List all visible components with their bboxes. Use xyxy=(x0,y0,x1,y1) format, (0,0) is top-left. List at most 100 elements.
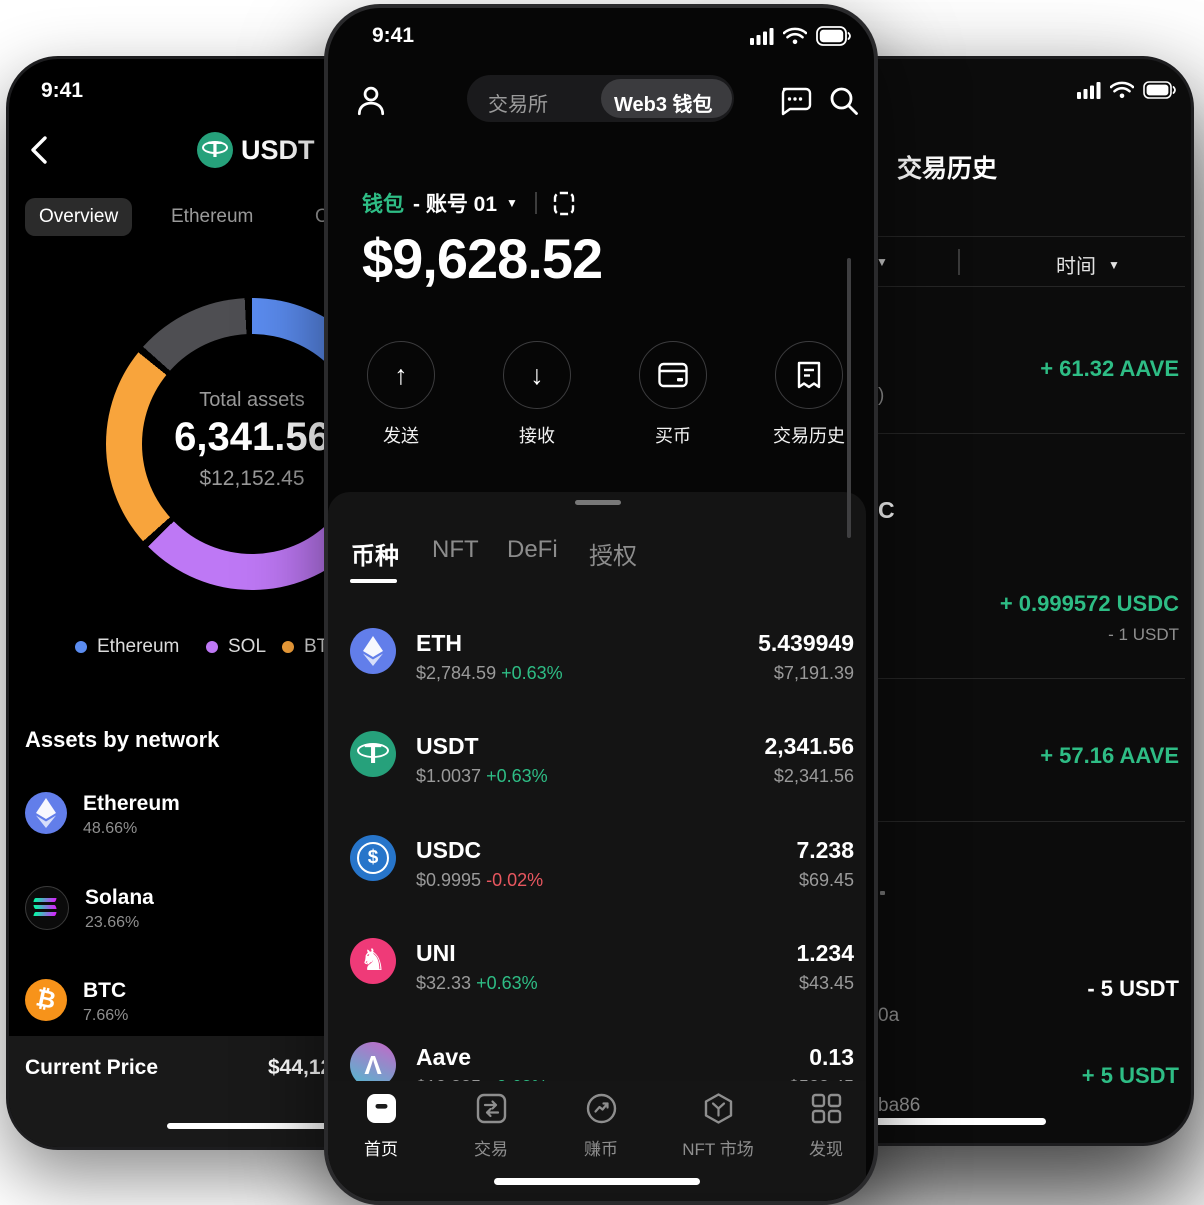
receive-button[interactable]: ↓ 接收 xyxy=(492,341,582,448)
home-indicator xyxy=(167,1123,327,1129)
status-time: 9:41 xyxy=(372,24,415,47)
total-balance: $9,628.52 xyxy=(362,227,603,290)
status-icons xyxy=(1077,81,1177,99)
section-title-assets-by-network: Assets by network xyxy=(25,727,220,752)
legend-dot-sol xyxy=(206,641,218,653)
usdt-token-icon: T xyxy=(197,132,233,168)
legend-item-sol: SOL xyxy=(206,636,266,658)
legend-dot-ethereum xyxy=(75,641,87,653)
arrow-down-icon: ↓ xyxy=(530,359,544,390)
divider xyxy=(709,433,1185,434)
card-icon xyxy=(658,362,688,388)
tab-overview[interactable]: Overview xyxy=(25,198,133,236)
chevron-down-icon: ▼ xyxy=(506,196,518,210)
divider xyxy=(709,236,1185,237)
token-row-usdc[interactable]: $ USDC $0.9995 -0.02% 7.238 $69.45 xyxy=(350,835,854,911)
time-filter-dropdown[interactable]: 时间 ▼ xyxy=(1056,256,1120,278)
token-row-eth[interactable]: ETH $2,784.59 +0.63% 5.439949 $7,191.39 xyxy=(350,628,854,704)
tab-defi[interactable]: DeFi xyxy=(507,536,558,563)
nav-discover[interactable]: 发现 xyxy=(776,1093,874,1160)
trade-icon xyxy=(476,1093,506,1124)
nav-nft-market[interactable]: NFT 市场 xyxy=(658,1093,778,1160)
profile-button[interactable] xyxy=(354,84,388,123)
aave-token-icon: Λ xyxy=(350,1042,396,1088)
cellular-signal-icon xyxy=(750,28,774,45)
center-phone-web3-wallet: 9:41 交易所 Web3 钱包 钱包 - 账号 01 ▼ $9,628.52 … xyxy=(324,4,878,1205)
account-label: - 账号 01 xyxy=(413,193,498,216)
divider xyxy=(534,192,537,214)
nav-trade[interactable]: 交易 xyxy=(441,1093,541,1160)
divider xyxy=(709,678,1185,679)
solana-network-icon xyxy=(25,886,69,930)
eth-token-icon xyxy=(350,628,396,674)
network-row-solana[interactable]: Solana 23.66% xyxy=(25,886,154,932)
page-title: USDT xyxy=(241,135,315,165)
tab-approvals[interactable]: 授权 xyxy=(589,543,637,570)
send-button[interactable]: ↑ 发送 xyxy=(356,341,446,448)
switch-account-icon[interactable] xyxy=(552,190,577,217)
btc-network-icon: ₿ xyxy=(25,979,67,1021)
tab-coins[interactable]: 币种 xyxy=(351,543,399,570)
arrow-up-icon: ↑ xyxy=(394,359,408,390)
network-row-btc[interactable]: ₿ BTC 7.66% xyxy=(25,979,128,1025)
donut-center-value: 6,341.56 xyxy=(174,415,330,459)
sheet-drag-handle[interactable] xyxy=(575,500,621,505)
divider xyxy=(709,821,1185,822)
filter-divider xyxy=(958,249,960,275)
tab-exchange[interactable]: 交易所 xyxy=(488,94,548,116)
document-icon xyxy=(797,361,821,389)
tab-nft[interactable]: NFT xyxy=(432,536,479,563)
current-price-label: Current Price xyxy=(25,1056,159,1079)
uni-token-icon: ♞ xyxy=(350,938,396,984)
scrollbar[interactable] xyxy=(847,258,851,538)
battery-icon xyxy=(816,26,851,46)
text-fragment: ba86 xyxy=(878,1095,921,1116)
account-selector[interactable]: 钱包 - 账号 01 ▼ xyxy=(362,188,577,218)
back-button[interactable] xyxy=(25,133,55,172)
token-row-usdt[interactable]: T USDT $1.0037 +0.63% 2,341.56 $2,341.56 xyxy=(350,731,854,807)
home-icon xyxy=(366,1094,396,1123)
ethereum-network-icon xyxy=(25,792,67,834)
donut-center-usd: $12,152.45 xyxy=(199,467,305,490)
buy-crypto-button[interactable]: 买币 xyxy=(628,341,718,448)
cellular-signal-icon xyxy=(1077,82,1101,99)
home-indicator xyxy=(494,1178,700,1185)
nft-hexagon-icon xyxy=(704,1093,732,1124)
nav-earn[interactable]: 赚币 xyxy=(551,1093,651,1160)
earn-icon xyxy=(586,1093,616,1124)
wallet-label: 钱包 xyxy=(362,193,404,216)
chevron-left-icon xyxy=(31,136,47,164)
chat-button[interactable] xyxy=(778,84,812,123)
current-price-value: $44,12 xyxy=(268,1056,333,1079)
usdc-token-icon: $ xyxy=(350,835,396,881)
tab-web3-wallet-pill[interactable] xyxy=(601,79,732,118)
active-tab-underline xyxy=(350,579,397,583)
donut-center-label: Total assets xyxy=(199,389,305,411)
network-row-ethereum[interactable]: Ethereum 48.66% xyxy=(25,792,180,838)
tab-ethereum[interactable]: Ethereum xyxy=(171,206,254,227)
text-fragment: 0a xyxy=(878,1005,900,1026)
text-fragment: ) xyxy=(878,385,885,406)
divider xyxy=(709,286,1185,287)
legend-item-ethereum: Ethereum xyxy=(75,636,179,658)
transaction-history-button[interactable]: 交易历史 xyxy=(764,341,854,448)
token-row-uni[interactable]: ♞ UNI $32.33 +0.63% 1.234 $43.45 xyxy=(350,938,854,1014)
wifi-icon xyxy=(783,27,807,45)
page-title: 交易历史 xyxy=(896,155,997,183)
tab-web3-wallet[interactable]: Web3 钱包 xyxy=(614,94,713,116)
search-button[interactable] xyxy=(828,85,860,122)
text-fragment xyxy=(880,891,885,895)
person-icon xyxy=(357,86,385,116)
type-filter-caret-fragment[interactable]: ▼ xyxy=(876,255,888,269)
wifi-icon xyxy=(1110,81,1134,99)
chat-bubble-icon xyxy=(781,87,812,116)
status-time: 9:41 xyxy=(41,79,84,102)
discover-grid-icon xyxy=(811,1093,841,1124)
battery-icon xyxy=(1143,81,1176,99)
usdt-token-icon: T xyxy=(350,731,396,777)
legend-dot-btc xyxy=(282,641,294,653)
nav-home[interactable]: 首页 xyxy=(331,1093,431,1160)
chevron-down-icon: ▼ xyxy=(1108,257,1120,272)
text-fragment: C xyxy=(878,497,895,523)
bottom-nav: 首页 交易 赚币 NFT 市场 发现 xyxy=(328,1081,866,1193)
